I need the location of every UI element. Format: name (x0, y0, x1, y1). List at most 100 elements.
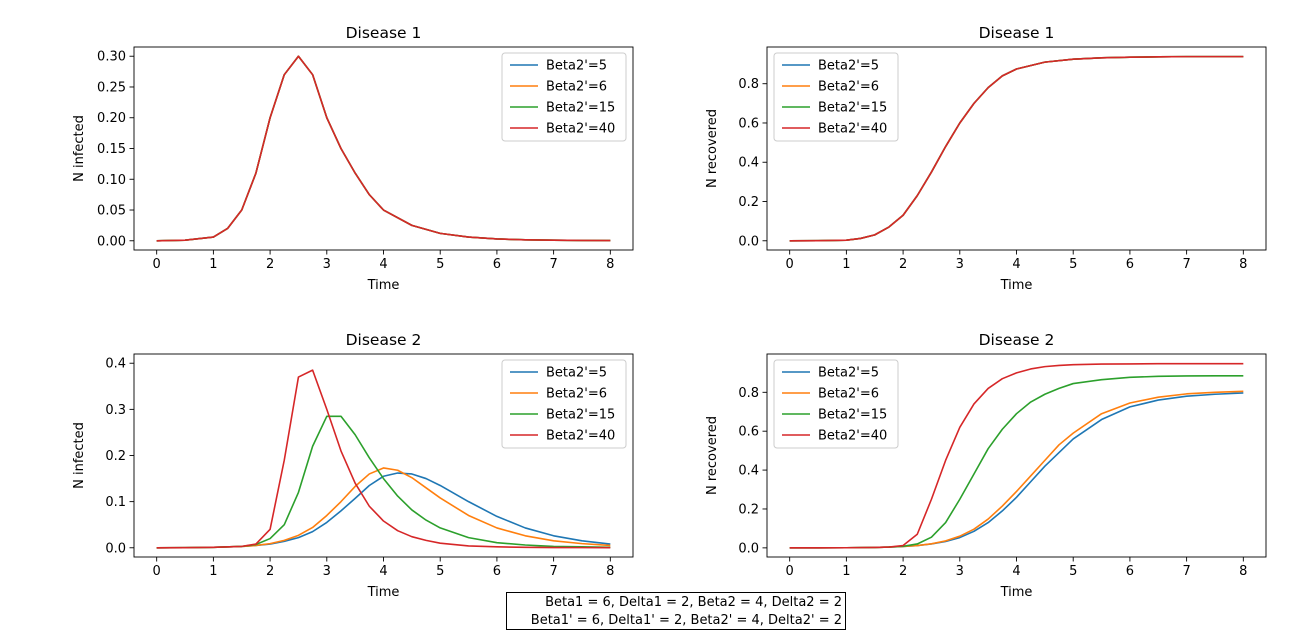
x-axis-label: Time (1000, 585, 1033, 600)
axes-frame (766, 353, 1267, 558)
x-tick-label: 7 (549, 257, 557, 272)
y-tick-label: 0.2 (738, 502, 759, 517)
y-tick-label: 0.15 (97, 142, 126, 157)
axes-frame (133, 353, 634, 558)
legend-box (501, 359, 627, 449)
legend-box (773, 359, 899, 449)
series-line-4 (789, 362, 1244, 549)
y-tick-label: 0.10 (97, 173, 126, 188)
x-tick-label: 7 (1182, 257, 1190, 272)
legend-label-2: Beta2'=6 (546, 387, 607, 402)
y-axis-label: N infected (72, 115, 87, 182)
x-tick-label: 7 (1182, 564, 1190, 579)
subplot-2: 0 1 2 3 4 5 6 7 8 0.0 0.2 0.4 0.6 0.8 Disease 1 Time N r… (705, 24, 1267, 293)
series-line-4 (156, 55, 611, 242)
legend-label-2: Beta2'=6 (818, 80, 879, 95)
y-tick-label: 0.1 (105, 495, 126, 510)
series-line-2 (156, 467, 611, 549)
x-tick-label: 2 (266, 257, 274, 272)
legend-box (773, 52, 899, 142)
x-tick-label: 2 (899, 564, 907, 579)
y-tick-label: 0.2 (105, 449, 126, 464)
x-tick-label: 1 (842, 564, 850, 579)
y-tick-label: 0.3 (105, 403, 126, 418)
x-tick-label: 1 (209, 564, 217, 579)
x-tick-label: 6 (493, 257, 501, 272)
legend: Beta2'=5 Beta2'=6 Beta2'=15 Beta2'=40 (773, 52, 899, 142)
legend: Beta2'=5 Beta2'=6 Beta2'=15 Beta2'=40 (501, 52, 627, 142)
legend-label-1: Beta2'=5 (818, 59, 879, 74)
x-tick-label: 8 (1239, 257, 1247, 272)
y-tick-label: 0.6 (738, 116, 759, 131)
x-tick-label: 8 (606, 257, 614, 272)
y-tick-label: 0.30 (97, 50, 126, 65)
x-axis-label: Time (1000, 278, 1033, 293)
legend-label-1: Beta2'=5 (546, 366, 607, 381)
y-tick-label: 0.05 (97, 204, 126, 219)
x-tick-label: 0 (153, 257, 161, 272)
x-tick-label: 2 (266, 564, 274, 579)
y-tick-label: 0.0 (738, 234, 759, 249)
legend: Beta2'=5 Beta2'=6 Beta2'=15 Beta2'=40 (501, 359, 627, 449)
legend-label-3: Beta2'=15 (546, 101, 615, 116)
parameter-caption-box: Beta1 = 6, Delta1 = 2, Beta2 = 4, Delta2… (506, 592, 846, 630)
legend-label-4: Beta2'=40 (818, 429, 887, 444)
x-tick-label: 4 (1012, 564, 1020, 579)
legend: Beta2'=5 Beta2'=6 Beta2'=15 Beta2'=40 (773, 359, 899, 449)
legend-label-4: Beta2'=40 (818, 122, 887, 137)
legend-label-1: Beta2'=5 (818, 366, 879, 381)
y-tick-label: 0.4 (738, 156, 759, 171)
chart-title: Disease 2 (979, 331, 1055, 349)
caption-line-2: Beta1' = 6, Delta1' = 2, Beta2' = 4, Del… (530, 613, 842, 628)
legend-label-4: Beta2'=40 (546, 122, 615, 137)
y-tick-label: 0.8 (738, 386, 759, 401)
x-tick-label: 4 (1012, 257, 1020, 272)
subplot-1: 0 1 2 3 4 5 6 7 8 0.00 0.05 0.10 0.15 0.20 0.25 0.30 Dis… (72, 24, 634, 293)
x-tick-label: 3 (323, 564, 331, 579)
y-tick-label: 0.4 (105, 357, 126, 372)
x-tick-label: 0 (786, 564, 794, 579)
y-tick-label: 0.0 (738, 541, 759, 556)
x-tick-label: 4 (379, 257, 387, 272)
x-tick-label: 3 (956, 257, 964, 272)
caption-line-1: Beta1 = 6, Delta1 = 2, Beta2 = 4, Delta2… (545, 595, 842, 610)
x-axis-label: Time (367, 278, 400, 293)
x-tick-label: 3 (956, 564, 964, 579)
x-tick-label: 1 (842, 257, 850, 272)
x-tick-label: 8 (1239, 564, 1247, 579)
x-tick-label: 6 (1126, 564, 1134, 579)
series-line-4 (789, 55, 1244, 242)
series-line-4 (156, 369, 611, 549)
legend-label-2: Beta2'=6 (818, 387, 879, 402)
x-tick-label: 1 (209, 257, 217, 272)
y-tick-label: 0.20 (97, 111, 126, 126)
x-tick-label: 0 (786, 257, 794, 272)
legend-label-1: Beta2'=5 (546, 59, 607, 74)
subplot-4: 0 1 2 3 4 5 6 7 8 0.0 0.2 0.4 0.6 0.8 Disease 2 Time N r… (705, 331, 1267, 600)
y-axis-label: N recovered (705, 109, 720, 188)
axes-frame (133, 46, 634, 251)
x-axis-label: Time (367, 585, 400, 600)
y-axis-label: N infected (72, 422, 87, 489)
axes-frame (766, 46, 1267, 251)
y-tick-label: 0.00 (97, 234, 126, 249)
legend-label-2: Beta2'=6 (546, 80, 607, 95)
y-axis-label: N recovered (705, 416, 720, 495)
legend-label-3: Beta2'=15 (818, 101, 887, 116)
x-tick-label: 7 (549, 564, 557, 579)
subplot-3: 0 1 2 3 4 5 6 7 8 0.0 0.1 0.2 0.3 0.4 Disease 2 Time N i… (72, 331, 634, 600)
x-tick-label: 6 (493, 564, 501, 579)
x-tick-label: 4 (379, 564, 387, 579)
x-tick-label: 8 (606, 564, 614, 579)
x-tick-label: 0 (153, 564, 161, 579)
y-tick-label: 0.8 (738, 77, 759, 92)
chart-title: Disease 1 (979, 24, 1055, 42)
y-tick-label: 0.0 (105, 541, 126, 556)
y-tick-label: 0.4 (738, 464, 759, 479)
legend-label-4: Beta2'=40 (546, 429, 615, 444)
x-tick-label: 5 (436, 257, 444, 272)
legend-box (501, 52, 627, 142)
chart-title: Disease 1 (346, 24, 422, 42)
chart-title: Disease 2 (346, 331, 422, 349)
